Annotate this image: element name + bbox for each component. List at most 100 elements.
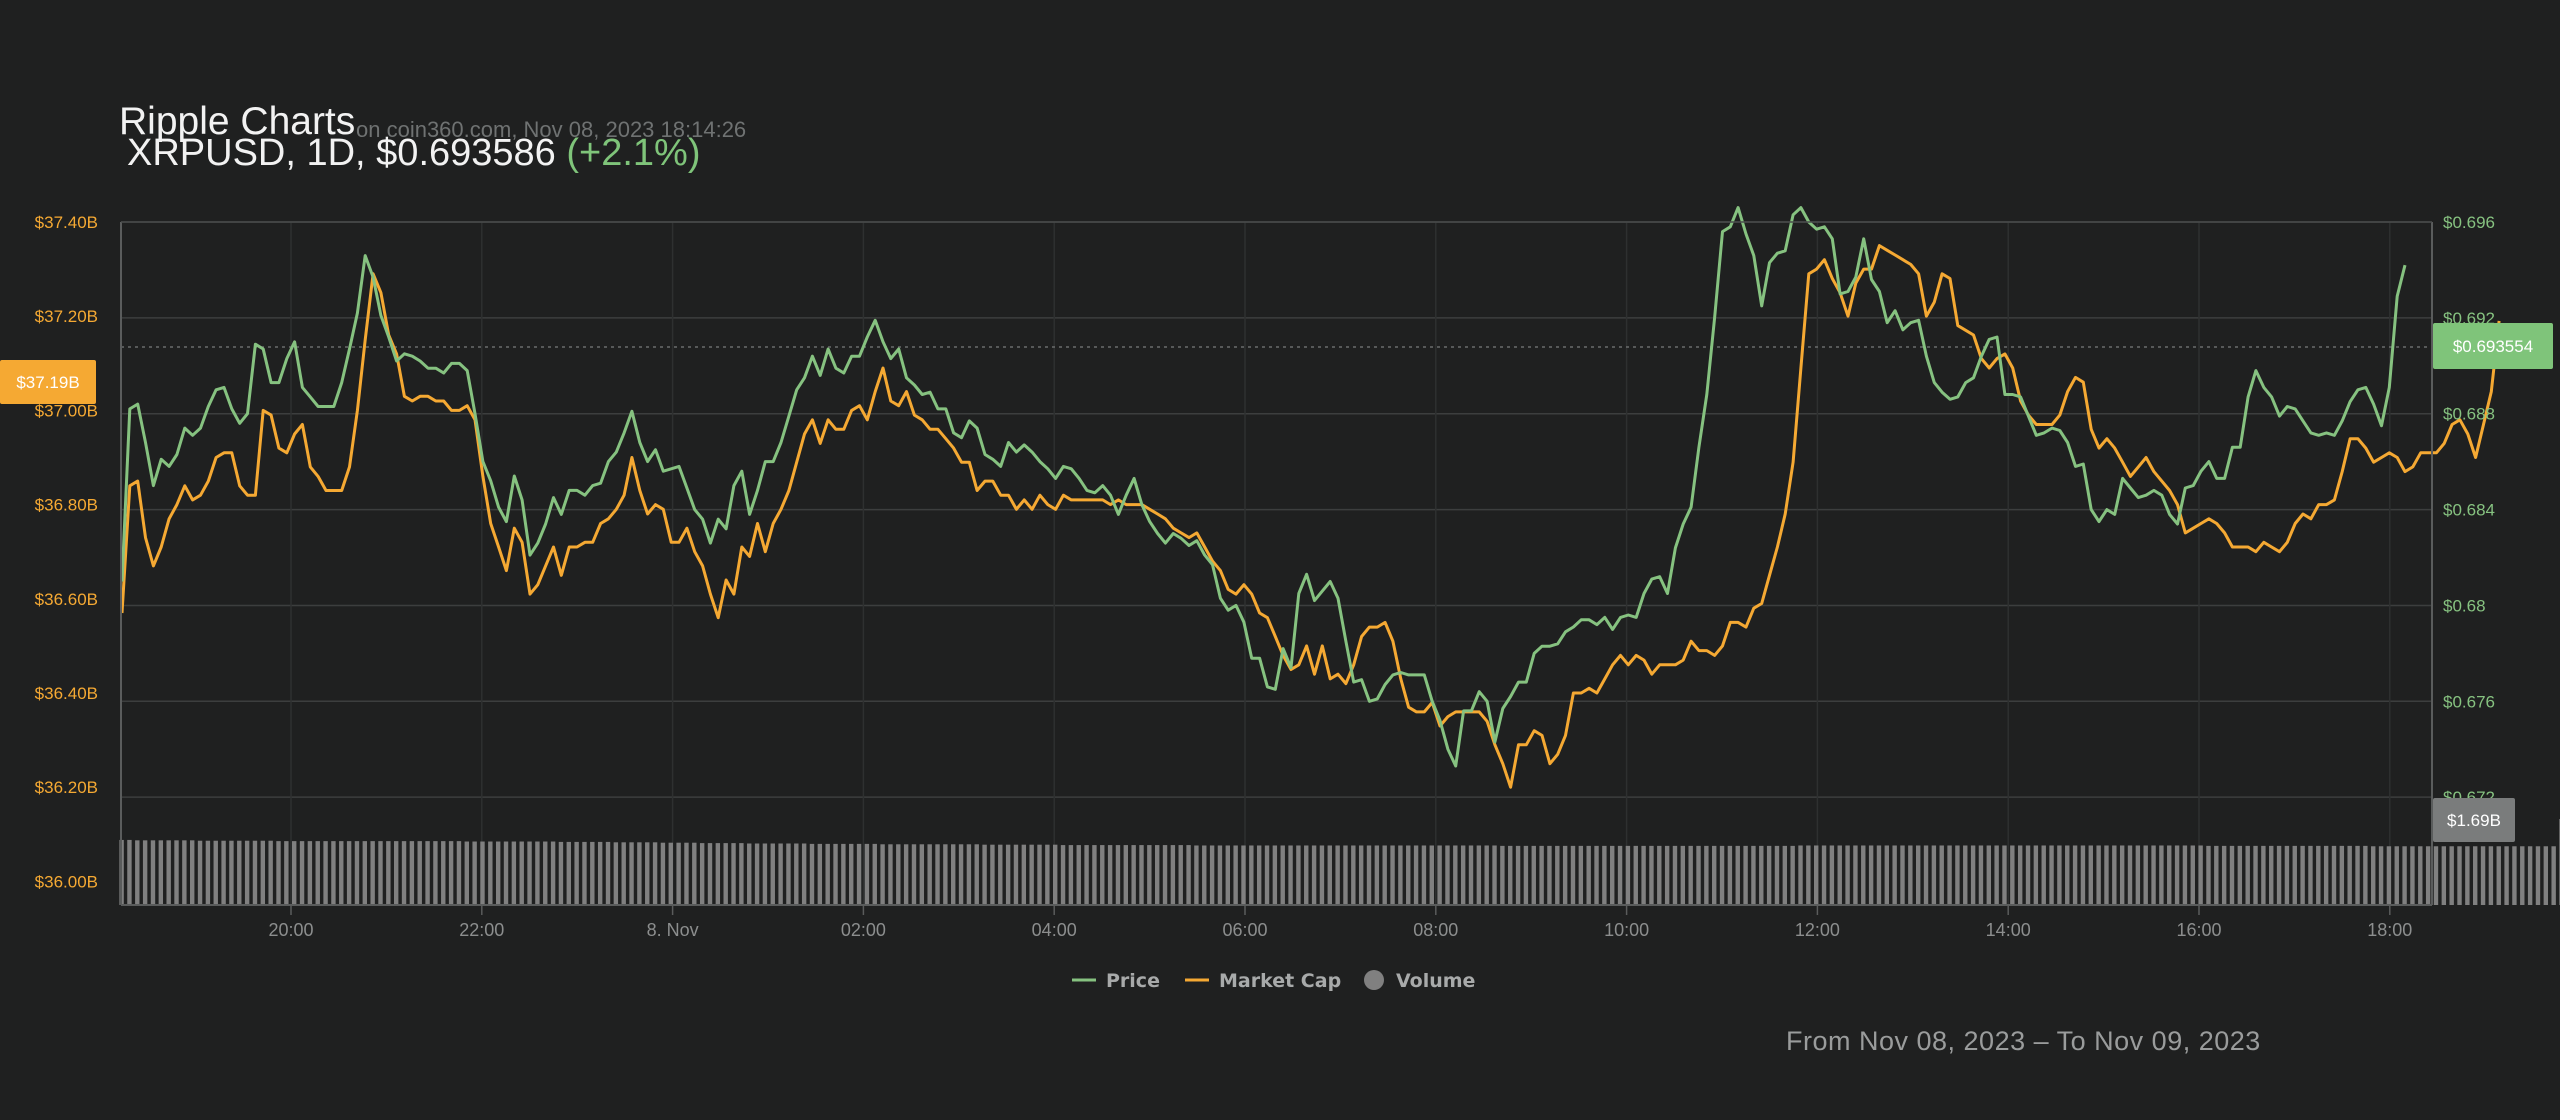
volume-bar: [1931, 845, 1937, 905]
volume-bar: [982, 844, 987, 905]
volume-bar: [205, 840, 211, 905]
volume-bar: [1335, 845, 1340, 905]
volume-bar: [786, 843, 791, 905]
volume-bar: [856, 843, 862, 905]
y-left-tick-label: $36.00B: [35, 872, 98, 891]
volume-bar: [1445, 845, 1450, 905]
volume-bar: [590, 841, 595, 905]
volume-bar: [1704, 845, 1709, 905]
volume-bar: [511, 841, 517, 905]
x-tick-label: 16:00: [2176, 920, 2221, 940]
volume-bar: [2316, 845, 2321, 905]
volume-bar: [1743, 845, 1748, 905]
volume-bar: [1657, 845, 1662, 905]
subtitle-change: (+2.1%): [566, 132, 701, 174]
volume-bar: [1382, 845, 1387, 905]
chart-title: Ripple Charts: [119, 100, 356, 143]
volume-bar: [676, 842, 681, 905]
volume-bar: [1358, 845, 1364, 905]
x-tick-label: 8. Nov: [647, 920, 699, 940]
chart-grid: [121, 221, 2432, 905]
x-tick-label: 18:00: [2367, 920, 2412, 940]
volume-bar: [2433, 846, 2439, 905]
volume-bar: [2041, 845, 2046, 905]
volume-bar: [566, 841, 571, 905]
volume-bar: [1664, 845, 1670, 905]
volume-bar: [2465, 846, 2470, 905]
volume-bar: [1202, 845, 1207, 905]
volume-bar: [731, 843, 736, 905]
volume-bar: [2378, 846, 2384, 905]
volume-bar: [1068, 845, 1074, 905]
volume-bar: [1712, 845, 1717, 905]
x-tick-label: 08:00: [1413, 920, 1458, 940]
volume-bar: [1272, 845, 1278, 905]
volume-bar: [2151, 845, 2156, 905]
subtitle-price: XRPUSD, 1D, $0.693586: [127, 132, 556, 174]
volume-bar: [911, 844, 917, 905]
volume-bar: [966, 844, 972, 905]
volume-bar: [1217, 845, 1223, 905]
volume-bar: [456, 841, 462, 905]
volume-bar: [1861, 845, 1866, 905]
volume-bar: [621, 842, 626, 905]
volume-bar: [1429, 845, 1434, 905]
volume-bar: [1939, 845, 1944, 905]
volume-bar: [1421, 845, 1427, 905]
volume-bar: [1766, 845, 1772, 905]
volume-bar: [409, 841, 415, 905]
volume-bar: [1170, 845, 1176, 905]
volume-bar: [1970, 845, 1976, 905]
y-left-tick-label: $36.60B: [35, 590, 98, 609]
volume-bar: [260, 840, 266, 905]
price-badge-text: $0.693554: [2453, 337, 2533, 356]
volume-bar: [2065, 845, 2070, 905]
volume-bars: [119, 819, 2560, 905]
volume-bar: [166, 840, 171, 905]
volume-bar: [1225, 845, 1230, 905]
volume-bar: [1492, 845, 1497, 905]
volume-bar: [1256, 845, 1262, 905]
legend-label: Volume: [1396, 970, 1475, 992]
volume-bar: [1029, 844, 1034, 905]
volume-bar: [464, 841, 469, 905]
price-line: [120, 206, 2407, 768]
volume-bar: [754, 843, 760, 905]
current-value-badges: $37.19B $0.693554 $1.69B: [0, 323, 2553, 842]
volume-bar: [935, 844, 940, 905]
volume-bar: [2010, 845, 2015, 905]
y-right-tick-label: $0.68: [2443, 596, 2486, 615]
volume-bar: [1813, 845, 1819, 905]
volume-bar: [1500, 845, 1505, 905]
volume-bar: [1868, 845, 1874, 905]
volume-bar: [2002, 845, 2007, 905]
volume-bar: [2025, 845, 2031, 905]
volume-bar: [1037, 844, 1042, 905]
volume-bar: [2418, 846, 2423, 905]
volume-bar: [1539, 845, 1544, 905]
volume-bar: [527, 841, 532, 905]
volume-bar: [1649, 845, 1654, 905]
volume-bar: [582, 841, 587, 905]
volume-bar: [1837, 845, 1842, 905]
volume-bar: [2339, 845, 2345, 905]
volume-bar: [1484, 845, 1489, 905]
volume-bar: [417, 841, 422, 905]
volume-bar: [2473, 846, 2478, 905]
volume-bar: [2057, 845, 2062, 905]
y-right-tick-label: $0.684: [2443, 501, 2495, 520]
volume-bar: [739, 843, 744, 905]
volume-bar: [2221, 845, 2227, 905]
volume-bar: [809, 843, 815, 905]
volume-bar: [1963, 845, 1968, 905]
volume-bar: [1923, 845, 1929, 905]
volume-bar: [2127, 845, 2133, 905]
volume-bar: [1908, 845, 1913, 905]
volume-bar: [943, 844, 948, 905]
volume-bar: [2261, 845, 2266, 905]
volume-bar: [229, 840, 234, 905]
volume-bar: [1735, 845, 1740, 905]
volume-bar: [142, 840, 148, 905]
volume-bar: [762, 843, 768, 905]
